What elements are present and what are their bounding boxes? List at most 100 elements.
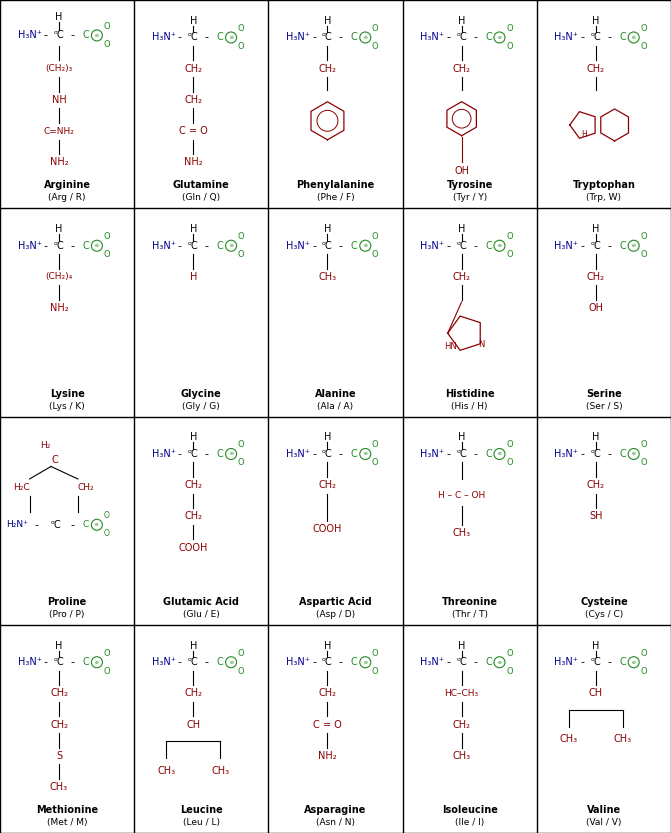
Text: C: C xyxy=(619,241,626,251)
Text: C: C xyxy=(619,32,626,42)
Text: ᵅC: ᵅC xyxy=(322,657,333,667)
Text: OH: OH xyxy=(588,303,603,313)
Text: e: e xyxy=(95,32,99,38)
Text: e: e xyxy=(632,243,635,248)
Text: e: e xyxy=(632,35,635,40)
Text: CH₃: CH₃ xyxy=(560,734,578,745)
Text: CH₃: CH₃ xyxy=(157,766,176,776)
Text: (Ser / S): (Ser / S) xyxy=(586,402,622,411)
Text: Phenylalanine: Phenylalanine xyxy=(297,180,374,191)
Text: O: O xyxy=(640,649,647,658)
Text: O: O xyxy=(238,24,244,33)
Text: H: H xyxy=(581,130,586,139)
Text: ᵅC: ᵅC xyxy=(51,520,62,530)
Text: -: - xyxy=(178,657,182,667)
Text: e: e xyxy=(632,451,635,456)
Text: ᵅC: ᵅC xyxy=(590,657,601,667)
Text: O: O xyxy=(640,441,647,450)
Text: H₃N⁺: H₃N⁺ xyxy=(286,449,310,459)
Text: CH₂: CH₂ xyxy=(50,688,68,699)
Text: C = O: C = O xyxy=(313,720,342,730)
Text: e: e xyxy=(364,35,367,40)
Text: Threonine: Threonine xyxy=(442,596,498,607)
Text: ᵅC: ᵅC xyxy=(54,30,64,41)
Text: e: e xyxy=(364,451,367,456)
Text: (Gly / G): (Gly / G) xyxy=(183,402,220,411)
Text: O: O xyxy=(103,232,110,242)
Text: H₃N⁺: H₃N⁺ xyxy=(17,657,42,667)
Text: H: H xyxy=(56,12,62,22)
Text: SH: SH xyxy=(589,511,603,521)
Text: O: O xyxy=(506,458,513,467)
Text: O: O xyxy=(506,666,513,676)
Text: e: e xyxy=(632,660,635,665)
Text: (Trp, W): (Trp, W) xyxy=(586,193,621,202)
Text: C: C xyxy=(619,657,626,667)
Text: -: - xyxy=(339,241,343,251)
Text: CH₃: CH₃ xyxy=(211,766,229,776)
Text: O: O xyxy=(238,232,244,242)
Text: -: - xyxy=(339,449,343,459)
Text: C: C xyxy=(351,241,358,251)
Text: Histidine: Histidine xyxy=(445,388,495,399)
Text: O: O xyxy=(103,666,110,676)
Text: H₃N⁺: H₃N⁺ xyxy=(420,32,444,42)
Text: e: e xyxy=(95,522,99,527)
Text: H: H xyxy=(324,16,331,26)
Text: -: - xyxy=(473,32,477,42)
Text: H: H xyxy=(56,641,62,651)
Text: (Phe / F): (Phe / F) xyxy=(317,193,354,202)
Text: O: O xyxy=(238,441,244,450)
Text: -: - xyxy=(205,32,209,42)
Text: ᵅC: ᵅC xyxy=(322,449,333,459)
Text: e: e xyxy=(95,660,99,665)
Text: O: O xyxy=(372,458,378,467)
Text: H: H xyxy=(592,641,599,651)
Text: CH₃: CH₃ xyxy=(613,734,632,745)
Text: -: - xyxy=(34,520,38,530)
Text: (Tyr / Y): (Tyr / Y) xyxy=(452,193,487,202)
Text: (His / H): (His / H) xyxy=(452,402,488,411)
Text: -: - xyxy=(70,657,74,667)
Text: -: - xyxy=(70,241,74,251)
Text: O: O xyxy=(640,232,647,242)
Text: (Ile / I): (Ile / I) xyxy=(455,818,484,827)
Text: H: H xyxy=(190,224,197,234)
Text: -: - xyxy=(607,657,611,667)
Text: S: S xyxy=(56,751,62,761)
Text: H₂C: H₂C xyxy=(13,483,30,491)
Text: -: - xyxy=(580,657,584,667)
Text: ᵅC: ᵅC xyxy=(188,32,199,42)
Text: Cysteine: Cysteine xyxy=(580,596,628,607)
Text: Glutamic Acid: Glutamic Acid xyxy=(163,596,240,607)
Text: O: O xyxy=(103,40,110,49)
Text: Serine: Serine xyxy=(586,388,622,399)
Text: ᵅC: ᵅC xyxy=(590,449,601,459)
Text: NH₂: NH₂ xyxy=(50,157,68,167)
Text: O: O xyxy=(103,649,110,658)
Text: CH: CH xyxy=(186,720,201,730)
Text: Tryptophan: Tryptophan xyxy=(572,180,635,191)
Text: -: - xyxy=(473,241,477,251)
Text: C: C xyxy=(52,455,58,466)
Text: NH₂: NH₂ xyxy=(318,751,337,761)
Text: -: - xyxy=(44,30,48,41)
Text: H₃N⁺: H₃N⁺ xyxy=(554,449,578,459)
Text: CH: CH xyxy=(588,688,603,699)
Text: C: C xyxy=(485,241,492,251)
Text: e: e xyxy=(229,35,233,40)
Text: -: - xyxy=(607,241,611,251)
Text: CH₂: CH₂ xyxy=(78,483,94,491)
Text: O: O xyxy=(238,666,244,676)
Text: O: O xyxy=(104,529,110,538)
Text: e: e xyxy=(498,243,501,248)
Text: ᵅC: ᵅC xyxy=(456,657,467,667)
Text: (Lys / K): (Lys / K) xyxy=(49,402,85,411)
Text: H: H xyxy=(190,272,197,282)
Text: e: e xyxy=(498,451,501,456)
Text: O: O xyxy=(640,458,647,467)
Text: (Thr / T): (Thr / T) xyxy=(452,610,488,619)
Text: ᵅC: ᵅC xyxy=(188,657,199,667)
Text: C: C xyxy=(485,449,492,459)
Text: H: H xyxy=(592,224,599,234)
